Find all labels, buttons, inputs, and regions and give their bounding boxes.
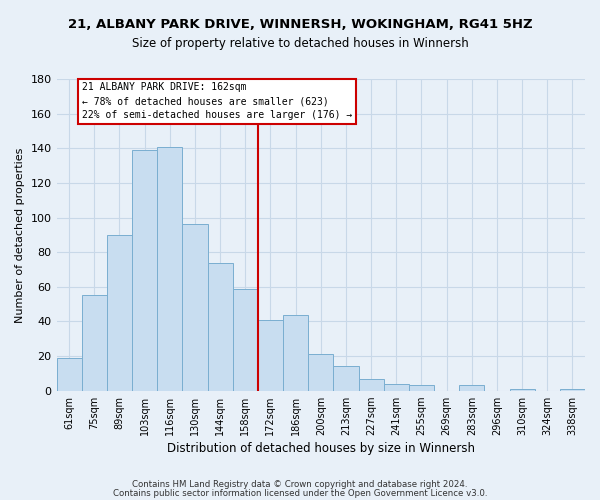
Bar	[308, 354, 334, 390]
X-axis label: Distribution of detached houses by size in Winnersh: Distribution of detached houses by size …	[167, 442, 475, 455]
Bar	[56, 358, 82, 390]
Bar	[233, 288, 258, 390]
Bar	[208, 262, 233, 390]
Y-axis label: Number of detached properties: Number of detached properties	[15, 147, 25, 322]
Bar	[383, 384, 409, 390]
Bar	[283, 314, 308, 390]
Bar	[560, 389, 585, 390]
Bar	[107, 235, 132, 390]
Bar	[132, 150, 157, 390]
Bar	[409, 386, 434, 390]
Bar	[334, 366, 359, 390]
Bar	[459, 386, 484, 390]
Bar	[182, 224, 208, 390]
Text: Contains public sector information licensed under the Open Government Licence v3: Contains public sector information licen…	[113, 489, 487, 498]
Text: 21 ALBANY PARK DRIVE: 162sqm
← 78% of detached houses are smaller (623)
22% of s: 21 ALBANY PARK DRIVE: 162sqm ← 78% of de…	[82, 82, 352, 120]
Bar	[157, 146, 182, 390]
Bar	[359, 378, 383, 390]
Bar	[258, 320, 283, 390]
Text: Size of property relative to detached houses in Winnersh: Size of property relative to detached ho…	[131, 38, 469, 51]
Text: Contains HM Land Registry data © Crown copyright and database right 2024.: Contains HM Land Registry data © Crown c…	[132, 480, 468, 489]
Bar	[82, 296, 107, 390]
Text: 21, ALBANY PARK DRIVE, WINNERSH, WOKINGHAM, RG41 5HZ: 21, ALBANY PARK DRIVE, WINNERSH, WOKINGH…	[68, 18, 532, 30]
Bar	[509, 389, 535, 390]
